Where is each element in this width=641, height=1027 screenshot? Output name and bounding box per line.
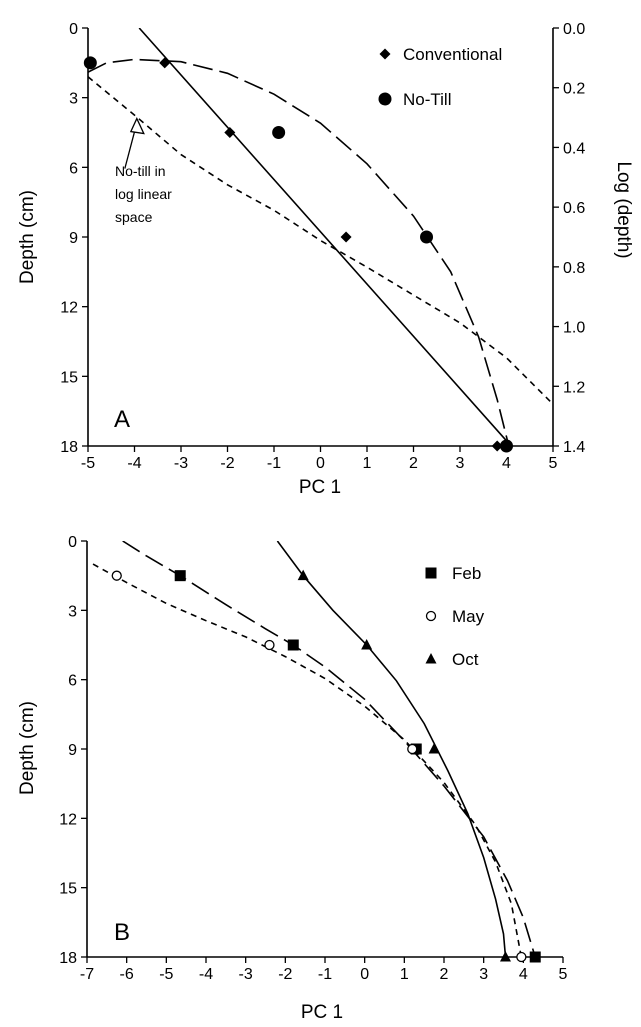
x-tick-label: 1 xyxy=(400,966,409,983)
x-tick-label: -1 xyxy=(318,966,332,983)
data-point-series-0 xyxy=(224,127,236,138)
panel-a-letter: A xyxy=(114,406,130,433)
panel-b-y-axis-title: Depth (cm) xyxy=(17,701,38,795)
x-tick-label: 0 xyxy=(360,966,369,983)
y2-tick-label: 0.0 xyxy=(563,21,585,38)
data-point-series-0 xyxy=(174,570,186,582)
panel-a: -5 -4 -3 -2 -1 0 1 2 3 4 503691215180.00.20.40.60.… xyxy=(17,21,634,498)
legend-label-feb: Feb xyxy=(452,564,481,583)
x-tick-label: -3 xyxy=(239,966,253,983)
x-tick-label: -7 xyxy=(80,966,94,983)
data-point-series-0 xyxy=(159,57,171,69)
legend-label-may: May xyxy=(452,607,485,626)
x-tick-label: 5 xyxy=(549,455,558,472)
legend-label-oct: Oct xyxy=(452,650,479,669)
data-point-series-1 xyxy=(111,570,122,581)
x-tick-label: 2 xyxy=(440,966,449,983)
data-point-series-1 xyxy=(264,639,275,651)
y-tick-label: 9 xyxy=(68,742,77,759)
series-line-1 xyxy=(88,58,510,446)
y2-tick-label: 1.0 xyxy=(563,320,585,337)
x-tick-label: -6 xyxy=(120,966,134,983)
panel-a-y2-axis-title: Log (depth) xyxy=(613,161,634,258)
x-tick-label: 4 xyxy=(502,455,511,472)
series-line-2 xyxy=(88,76,553,405)
data-point-series-2 xyxy=(499,951,511,962)
x-tick-label: -2 xyxy=(278,966,292,983)
x-tick-label: 3 xyxy=(479,966,488,983)
legend-marker-no-till xyxy=(378,92,392,106)
y-tick-label: 15 xyxy=(59,881,77,898)
annotation-line-3: space xyxy=(115,209,153,225)
y2-tick-label: 0.4 xyxy=(563,140,585,157)
data-point-series-1 xyxy=(407,743,418,755)
y2-tick-label: 1.2 xyxy=(563,379,585,396)
legend-label-no-till: No-Till xyxy=(403,90,451,109)
panel-b-letter: B xyxy=(114,919,130,946)
legend-marker-oct xyxy=(425,653,437,664)
panel-a-x-axis-title: PC 1 xyxy=(299,477,341,498)
data-point-series-1 xyxy=(420,230,434,244)
x-tick-label: -1 xyxy=(267,455,281,472)
y-tick-label: 6 xyxy=(69,160,78,177)
annotation-line-1: No-till in xyxy=(115,163,166,179)
y-tick-label: 12 xyxy=(59,811,77,828)
data-point-series-1 xyxy=(272,126,286,139)
annotation-line-2: log linear xyxy=(115,186,172,202)
data-point-series-0 xyxy=(529,951,541,963)
x-tick-label: 2 xyxy=(409,455,418,472)
x-tick-label: 4 xyxy=(519,966,528,983)
y-tick-label: 18 xyxy=(59,950,77,967)
y-tick-label: 0 xyxy=(69,21,78,38)
series-line-0 xyxy=(138,28,512,446)
x-tick-label: -4 xyxy=(127,455,141,472)
legend-marker-may xyxy=(425,610,437,622)
y-tick-label: 3 xyxy=(69,91,78,108)
data-point-series-2 xyxy=(361,639,373,650)
y2-tick-label: 0.6 xyxy=(563,200,585,217)
y2-tick-label: 0.2 xyxy=(563,81,585,98)
y-tick-label: 18 xyxy=(60,439,78,456)
data-point-series-0 xyxy=(340,231,352,243)
data-point-series-0 xyxy=(287,639,299,651)
panel-a-y-axis-title: Depth (cm) xyxy=(17,190,38,284)
x-tick-label: -5 xyxy=(159,966,173,983)
y-tick-label: 6 xyxy=(68,673,77,690)
legend-label-conventional: Conventional xyxy=(403,45,502,64)
annotation-arrow-head xyxy=(129,117,145,135)
x-tick-label: -2 xyxy=(220,455,234,472)
data-point-series-0 xyxy=(491,440,503,452)
y-tick-label: 3 xyxy=(68,603,77,620)
x-tick-label: 5 xyxy=(559,966,568,983)
panel-b-x-axis-title: PC 1 xyxy=(301,1002,343,1023)
series-line-2 xyxy=(276,541,507,957)
x-tick-label: -4 xyxy=(199,966,213,983)
y-tick-label: 9 xyxy=(69,230,78,247)
data-point-series-2 xyxy=(428,743,440,754)
x-tick-label: 0 xyxy=(316,455,325,472)
legend-marker-conventional xyxy=(379,48,391,60)
x-tick-label: 1 xyxy=(363,455,372,472)
annotation-arrow-shaft xyxy=(124,130,136,169)
series-line-1 xyxy=(92,563,523,957)
x-tick-label: -5 xyxy=(81,455,95,472)
y-tick-label: 12 xyxy=(60,300,78,317)
y-tick-label: 15 xyxy=(60,369,78,386)
data-point-series-1 xyxy=(500,439,513,453)
data-point-series-2 xyxy=(297,569,309,581)
y2-tick-label: 1.4 xyxy=(563,439,585,456)
data-point-series-1 xyxy=(83,56,97,70)
data-point-series-1 xyxy=(516,951,527,963)
x-tick-label: 3 xyxy=(456,455,465,472)
panel-a-plot-area: -5 -4 -3 -2 -1 0 1 2 3 4 503691215180.00.20.40.60.… xyxy=(60,21,585,472)
y2-tick-label: 0.8 xyxy=(563,260,585,277)
x-tick-label: -3 xyxy=(174,455,188,472)
y-tick-label: 0 xyxy=(68,534,77,551)
series-line-0 xyxy=(122,541,536,957)
legend-marker-feb xyxy=(425,567,437,579)
